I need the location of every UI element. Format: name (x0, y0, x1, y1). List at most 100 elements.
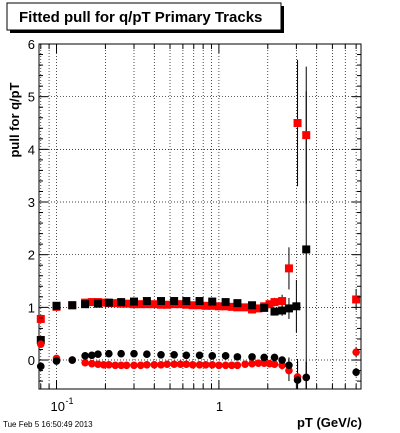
data-point-circle (270, 360, 279, 369)
data-point-square (254, 304, 263, 313)
data-point-circle (227, 361, 236, 370)
data-point-square (241, 303, 250, 312)
data-point-circle (176, 360, 185, 369)
data-point-circle (130, 361, 138, 370)
data-point-square (284, 304, 293, 313)
data-point-circle (52, 357, 61, 365)
data-point-square (208, 301, 217, 310)
data-point-circle (105, 360, 113, 369)
data-point-square (104, 298, 113, 307)
y-tick-label: 0 (28, 353, 35, 368)
data-point-circle (270, 353, 279, 362)
data-point-square (233, 303, 242, 312)
data-point-circle (352, 348, 360, 356)
data-point-circle (143, 350, 151, 359)
data-point-square (111, 299, 120, 308)
data-point-square (142, 297, 151, 306)
data-point-circle (143, 360, 151, 369)
data-point-circle (221, 361, 230, 370)
data-point-circle (215, 361, 223, 370)
data-point-square (122, 299, 131, 308)
data-point-square (265, 300, 274, 309)
data-point-square (208, 297, 217, 306)
y-tick-label: 5 (28, 90, 35, 105)
data-markers (36, 119, 361, 384)
data-point-square (214, 302, 223, 311)
plot-frame-border (38, 43, 362, 390)
data-point-circle (94, 360, 102, 369)
data-point-square (293, 119, 302, 128)
data-point-square (36, 314, 45, 323)
data-point-circle (233, 353, 242, 361)
grid-lines (39, 43, 361, 389)
data-point-square (129, 297, 138, 306)
data-point-circle (36, 340, 45, 349)
chart-title: Fitted pull for q/pT Primary Tracks (19, 9, 262, 26)
data-point-square (248, 305, 257, 314)
data-point-circle (241, 360, 249, 369)
y-axis-label: pull for q/pT (7, 82, 22, 157)
data-point-circle (248, 359, 256, 368)
y-tick-label: 3 (28, 195, 35, 210)
data-point-circle (117, 361, 125, 370)
timestamp: Tue Feb 5 16:50:49 2013 (3, 420, 93, 429)
data-point-circle (88, 351, 96, 360)
data-point-circle (99, 360, 108, 369)
data-point-circle (195, 360, 204, 369)
y-tick-label: 4 (28, 142, 35, 157)
data-point-square (99, 298, 108, 307)
data-point-circle (88, 359, 96, 368)
data-point-square (278, 306, 287, 315)
data-point-circle (157, 350, 165, 359)
data-point-square (270, 298, 279, 307)
y-tick-label: 2 (28, 248, 35, 263)
data-point-circle (221, 352, 230, 360)
data-point-circle (136, 361, 145, 370)
data-point-circle (163, 360, 171, 369)
x-tick-label-exponent: -1 (66, 396, 74, 406)
title-box-shadow-bottom (10, 30, 284, 33)
x-tick-label: 1 (216, 399, 223, 414)
data-point-circle (302, 373, 311, 382)
data-point-circle (195, 351, 204, 360)
data-point-square (93, 299, 102, 308)
x-tick-label: 10 (51, 399, 65, 414)
data-point-square (68, 301, 77, 310)
error-bars (40, 59, 357, 389)
data-point-square (157, 297, 166, 306)
data-point-square (170, 297, 179, 306)
data-point-circle (68, 356, 77, 364)
data-point-square (221, 298, 230, 307)
data-point-circle (285, 361, 293, 370)
data-point-circle (201, 360, 210, 369)
data-point-square (284, 264, 293, 273)
data-point-circle (293, 376, 302, 384)
data-point-circle (352, 368, 360, 376)
data-point-circle (81, 352, 89, 360)
data-point-circle (170, 360, 178, 369)
plot-frame (38, 43, 362, 390)
data-point-circle (188, 360, 197, 369)
data-point-square (221, 302, 230, 311)
data-point-square (163, 300, 172, 309)
data-point-circle (278, 361, 286, 370)
data-point-circle (157, 360, 165, 369)
data-point-circle (182, 360, 191, 369)
data-point-circle (254, 359, 263, 367)
y-tick-label: 6 (28, 37, 35, 52)
data-point-circle (278, 356, 286, 364)
data-point-circle (208, 352, 217, 360)
data-point-square (278, 297, 287, 306)
data-point-square (227, 302, 236, 311)
data-point-square (195, 297, 204, 306)
data-point-circle (111, 361, 120, 370)
data-point-square (81, 300, 90, 309)
data-point-square (233, 299, 242, 308)
data-point-circle (36, 362, 45, 371)
data-point-circle (130, 349, 138, 358)
data-point-square (117, 298, 126, 307)
title-box (6, 2, 282, 31)
data-point-square (292, 302, 301, 311)
data-point-square (136, 300, 145, 309)
